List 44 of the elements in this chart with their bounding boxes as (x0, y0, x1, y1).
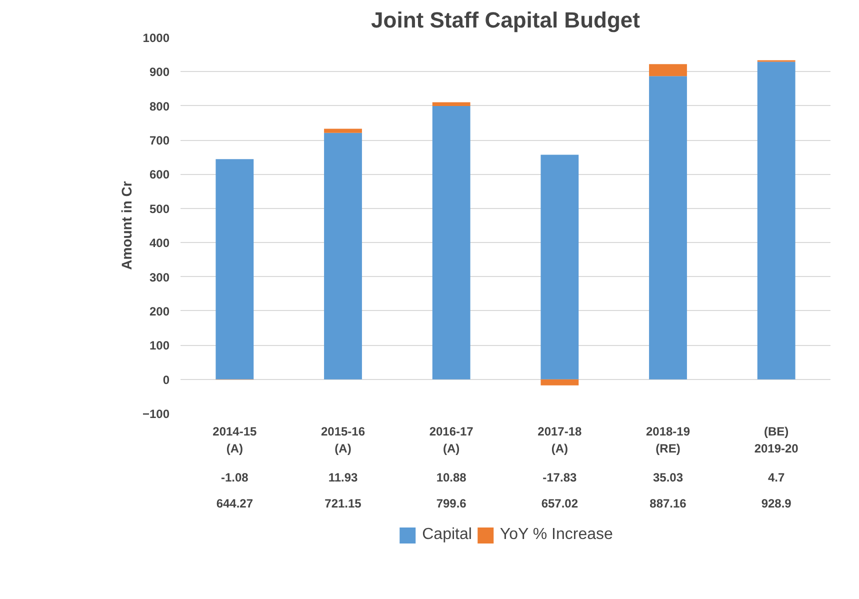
bar (432, 102, 470, 106)
data-label: 928.9 (761, 496, 792, 510)
bar (432, 106, 470, 380)
y-tick-label: 1000 (142, 31, 170, 45)
y-tick-label: 500 (149, 202, 170, 216)
data-label: 657.02 (541, 496, 578, 510)
bar (540, 379, 579, 386)
legend-label: YoY % Increase (500, 526, 613, 544)
y-tick-label: −100 (142, 407, 170, 421)
y-axis-title: Amount in Cr (118, 180, 134, 270)
data-label: 4.7 (768, 470, 785, 484)
data-label: -1.08 (220, 470, 249, 484)
x-tick-label: 2015-16 (A) (320, 424, 366, 456)
data-label: 11.93 (328, 470, 358, 484)
y-tick-label: 700 (149, 134, 170, 148)
data-label: 644.27 (216, 496, 254, 510)
data-label: 887.16 (650, 496, 687, 510)
data-label: 721.15 (324, 496, 362, 510)
data-label: 799.6 (436, 496, 467, 510)
x-tick-label: 2016-17 (A) (429, 424, 474, 456)
chart-title: Joint Staff Capital Budget (371, 8, 641, 32)
legend-label: Capital (422, 526, 472, 544)
y-tick-label: 600 (149, 168, 170, 182)
y-tick-label: 900 (149, 65, 170, 80)
y-tick-label: 0 (162, 372, 170, 387)
data-label: -17.83 (542, 470, 578, 484)
y-tick-label: 100 (149, 338, 170, 353)
bar (540, 154, 579, 380)
data-label: 35.03 (652, 470, 684, 484)
bar (216, 159, 254, 380)
y-tick-label: 300 (149, 270, 170, 284)
x-tick-label: 2017-18 (A) (538, 424, 582, 456)
y-tick-label: 800 (149, 99, 170, 114)
y-tick-label: 400 (149, 236, 170, 250)
x-tick-label: (BE) 2019-20 (754, 424, 799, 456)
bar (649, 64, 687, 76)
bar (649, 76, 687, 380)
bar (324, 132, 362, 380)
x-tick-label: 2014-15 (A) (212, 424, 258, 456)
bar (324, 128, 362, 133)
x-tick-label: 2018-19 (RE) (646, 424, 690, 456)
data-label: 10.88 (436, 470, 467, 484)
y-tick-label: 200 (149, 304, 170, 318)
bar (757, 62, 796, 380)
